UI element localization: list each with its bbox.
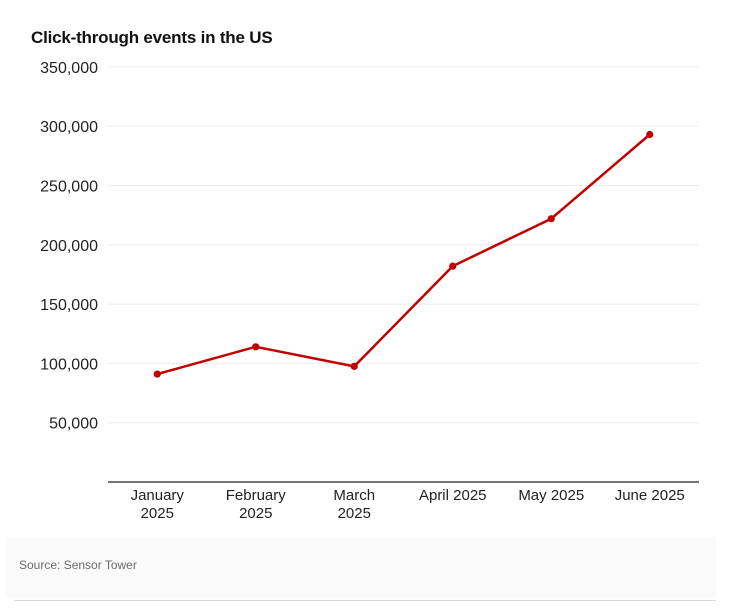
y-tick-label: 300,000 (40, 119, 98, 136)
footer-band (6, 537, 716, 597)
x-tick-label: February (226, 487, 287, 504)
y-tick-label: 50,000 (49, 416, 98, 433)
y-tick-label: 250,000 (40, 179, 98, 196)
y-tick-label: 150,000 (40, 297, 98, 314)
source-note: Source: Sensor Tower (19, 558, 137, 572)
x-tick-label: March (333, 487, 375, 504)
data-point (252, 343, 260, 351)
data-point (153, 370, 161, 378)
data-point (646, 130, 654, 139)
series-group (153, 130, 654, 378)
x-tick-label: 2025 (338, 505, 371, 522)
data-point (350, 362, 358, 370)
y-tick-label: 100,000 (40, 356, 98, 373)
x-tick-label: May 2025 (518, 487, 584, 504)
x-tick-label: June 2025 (615, 487, 685, 504)
chart-panel (6, 6, 716, 534)
y-tick-label: 350,000 (40, 60, 98, 77)
bottom-divider (14, 600, 716, 601)
x-tick-label: January (131, 487, 185, 504)
gridlines (108, 66, 699, 483)
series-line (156, 133, 651, 376)
data-point (547, 215, 555, 223)
x-tick-label: 2025 (239, 505, 272, 522)
y-tick-label: 200,000 (40, 238, 98, 255)
x-tick-label: 2025 (141, 505, 174, 522)
chart-title: Click-through events in the US (31, 28, 273, 47)
line-chart: 50,000 100,000 150,000 200,000 250,000 300,00… (40, 60, 699, 522)
x-tick-label: April 2025 (419, 487, 487, 504)
y-axis-tick-labels: 50,000 100,000 150,000 200,000 250,000 300,00… (40, 60, 98, 433)
data-point (449, 262, 457, 270)
